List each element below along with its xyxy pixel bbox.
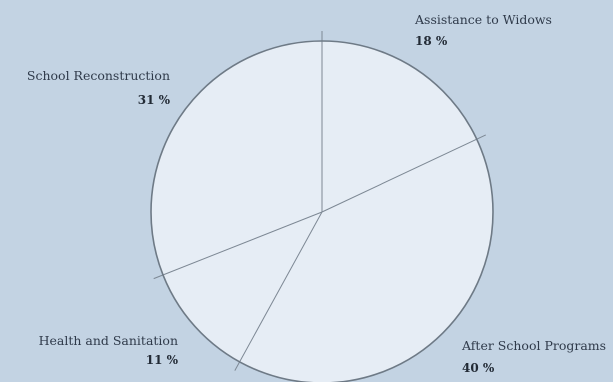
slice-assistance-to-widows (322, 41, 477, 212)
pie-outline (150, 40, 494, 382)
value-health-and-sanitation: 11 % (146, 353, 179, 367)
value-after-school-programs: 40 % (462, 361, 495, 375)
label-assistance-to-widows: Assistance to Widows (414, 12, 552, 27)
value-assistance-to-widows: 18 % (415, 34, 448, 48)
divider-after-school-programs (321, 134, 486, 213)
label-after-school-programs: After School Programs (461, 338, 606, 353)
label-school-reconstruction: School Reconstruction (27, 68, 170, 83)
divider-health-and-sanitation (234, 211, 323, 371)
label-health-and-sanitation: Health and Sanitation (39, 333, 178, 348)
slice-after-school-programs (239, 139, 493, 382)
value-school-reconstruction: 31 % (138, 93, 171, 107)
slice-health-and-sanitation (163, 212, 322, 362)
divider-school-reconstruction (153, 211, 323, 280)
